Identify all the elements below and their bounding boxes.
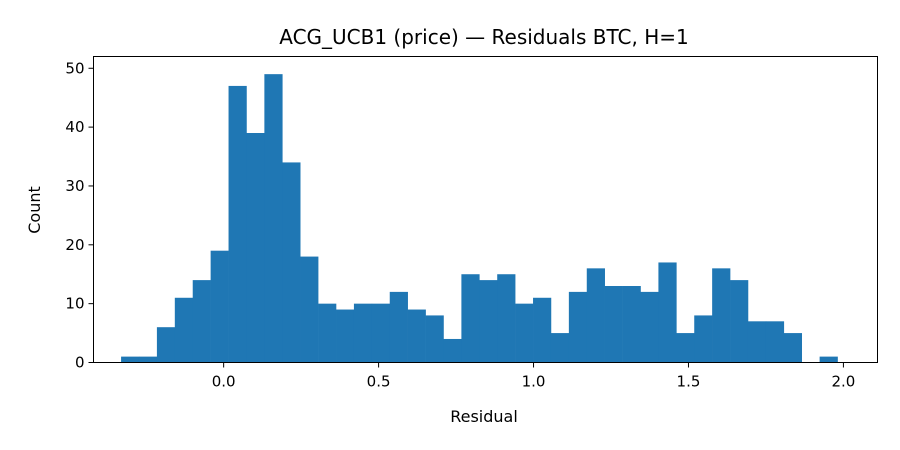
histogram-bar (228, 85, 247, 363)
histogram-bar (622, 286, 641, 363)
histogram-bar (371, 303, 391, 363)
y-tick-label: 10 (65, 295, 84, 313)
chart-title: ACG_UCB1 (price) — Residuals BTC, H=1 (279, 25, 689, 49)
histogram-bar (192, 280, 211, 363)
y-tick-label: 40 (65, 118, 84, 136)
histogram-bar (174, 297, 194, 363)
histogram-bar (550, 333, 570, 363)
histogram-bar (156, 327, 176, 363)
histogram-bar (497, 274, 516, 363)
x-tick-label: 0.5 (367, 373, 391, 391)
histogram-bar (747, 321, 767, 363)
y-axis-label: Count (25, 186, 44, 234)
x-tick-label: 1.0 (522, 373, 546, 391)
histogram-bar (568, 291, 588, 363)
histogram-bar (479, 280, 498, 363)
histogram-bar (730, 280, 749, 363)
histogram-bar (389, 291, 408, 363)
histogram-bar (282, 162, 301, 363)
histogram-bar (318, 303, 337, 363)
histogram-bar (121, 356, 140, 363)
histogram-bar (658, 262, 677, 363)
histogram-bar (533, 297, 552, 363)
histogram-bar (819, 356, 838, 363)
histogram-bar (640, 291, 659, 363)
histogram-bar (300, 256, 319, 363)
y-tick-label: 30 (65, 177, 84, 195)
histogram-bar (461, 274, 480, 363)
histogram-bar (138, 356, 158, 363)
histogram-bar (246, 133, 265, 363)
histogram-bar (586, 268, 605, 363)
histogram-bar (676, 333, 695, 363)
histogram-bar (336, 309, 355, 363)
y-tick-label: 20 (65, 236, 84, 254)
plot-frame (93, 56, 878, 363)
histogram-bar (264, 74, 283, 363)
bars-group (121, 74, 838, 363)
x-axis-label: Residual (450, 407, 518, 426)
y-axis-ticks: 0 10 20 30 40 50 (65, 59, 94, 372)
histogram-bar (765, 321, 785, 363)
histogram-bar (694, 315, 713, 363)
histogram-bar (783, 333, 803, 363)
histogram-bar (712, 268, 731, 363)
histogram-bar (407, 309, 426, 363)
x-tick-label: 1.5 (677, 373, 701, 391)
histogram-bar (210, 250, 229, 363)
histogram-bar (604, 286, 623, 363)
y-tick-label: 0 (75, 354, 85, 372)
x-axis-ticks: 0.0 0.5 1.0 1.5 2.0 (212, 362, 855, 391)
x-tick-label: 2.0 (831, 373, 855, 391)
histogram-bar (443, 338, 462, 363)
histogram-bar (425, 315, 444, 363)
histogram-bar (515, 303, 534, 363)
y-tick-label: 50 (65, 59, 84, 77)
x-tick-label: 0.0 (212, 373, 236, 391)
histogram-bar (353, 303, 373, 363)
